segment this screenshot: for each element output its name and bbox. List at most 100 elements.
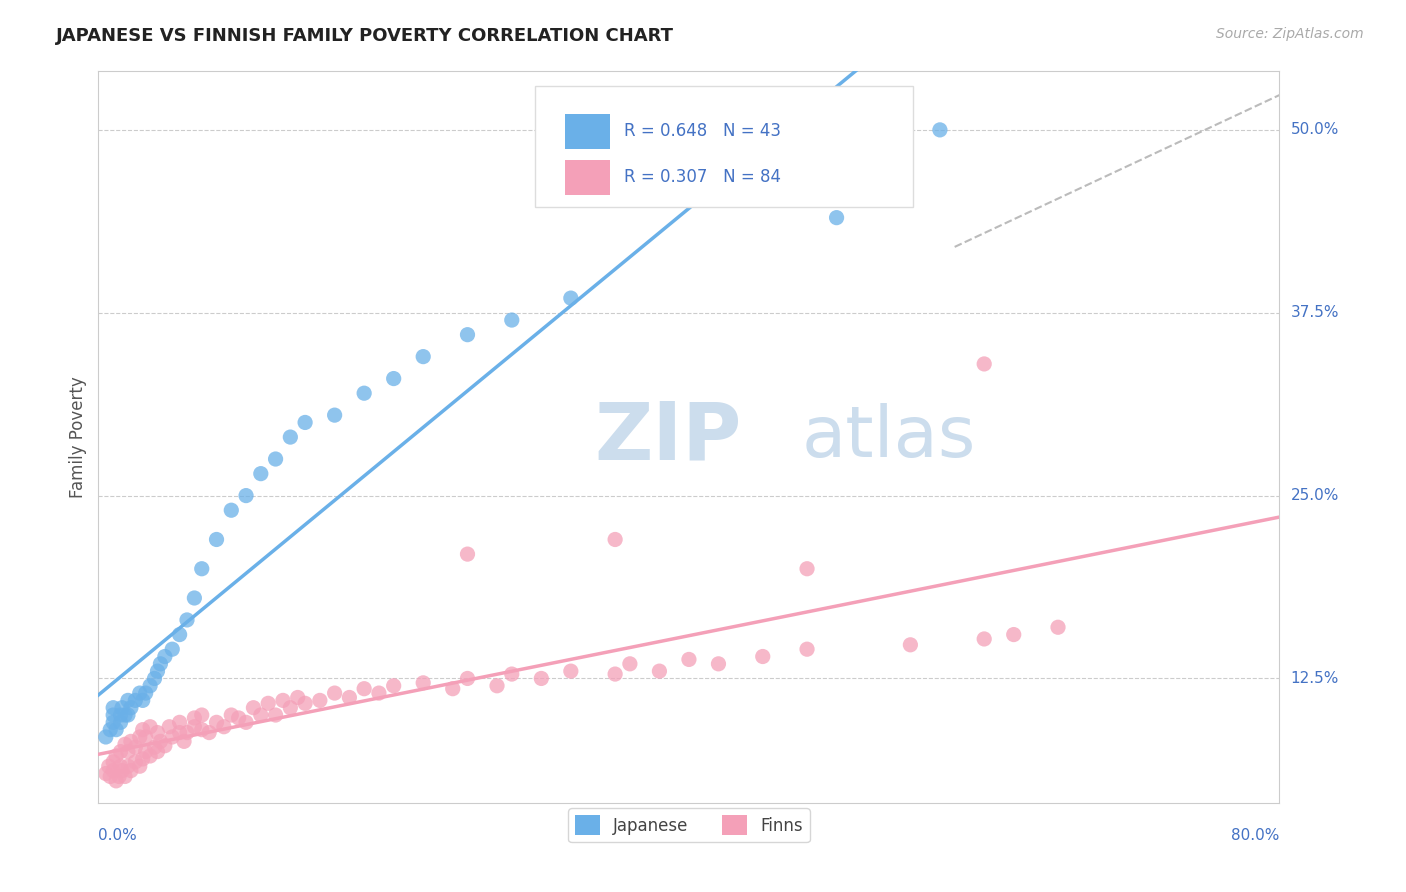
Point [457,672,479,686]
Point [619,657,641,671]
Point [149,734,172,748]
Point [1046,620,1070,634]
Point [139,749,162,764]
Point [486,679,509,693]
Point [124,755,146,769]
Point [235,715,257,730]
Point [501,667,523,681]
Point [146,725,169,739]
Text: ZIP: ZIP [595,398,742,476]
Point [139,679,162,693]
Point [162,730,183,744]
Point [707,657,730,671]
Point [323,408,346,422]
Point [110,745,132,759]
Point [143,740,166,755]
Point [153,739,176,753]
Point [103,715,125,730]
Point [117,759,139,773]
Point [294,416,316,430]
Point [98,723,121,737]
Bar [565,160,610,195]
Point [128,730,150,744]
Text: JAPANESE VS FINNISH FAMILY POVERTY CORRELATION CHART: JAPANESE VS FINNISH FAMILY POVERTY CORRE… [56,27,675,45]
Point [257,696,280,710]
Text: atlas: atlas [801,402,976,472]
Point [103,708,125,723]
Point [929,123,952,137]
Point [117,693,139,707]
Point [191,562,214,576]
Point [382,679,405,693]
Point [120,734,142,748]
Point [143,672,166,686]
Point [973,632,995,646]
Point [605,533,627,547]
Point [105,749,128,764]
Point [146,664,169,678]
Point [132,723,155,737]
Point [169,725,191,739]
Point [323,686,346,700]
Point [339,690,361,705]
Point [110,708,132,723]
Point [94,730,117,744]
Point [139,720,162,734]
Point [280,430,302,444]
Point [368,686,391,700]
Point [176,613,198,627]
Point [128,759,150,773]
Point [183,711,205,725]
Legend: Japanese, Finns: Japanese, Finns [568,808,810,842]
Point [173,734,195,748]
Text: 37.5%: 37.5% [1291,305,1339,320]
Point [124,740,146,755]
Point [183,720,205,734]
Point [382,371,405,385]
Point [135,745,157,759]
Point [825,211,848,225]
Point [117,745,139,759]
Point [353,681,375,696]
Point [264,452,287,467]
Point [146,745,169,759]
Point [114,708,136,723]
Point [235,489,257,503]
Point [114,769,136,783]
Point [149,657,172,671]
Point [221,503,243,517]
Point [264,708,287,723]
Point [973,357,995,371]
Point [530,672,553,686]
Point [111,764,134,778]
Point [110,715,132,730]
Text: R = 0.648   N = 43: R = 0.648 N = 43 [624,122,780,140]
Point [900,638,922,652]
Point [271,693,294,707]
Point [205,533,228,547]
Point [191,708,214,723]
Point [117,708,139,723]
Point [752,649,775,664]
Point [796,562,818,576]
Point [678,652,700,666]
Point [457,327,479,342]
Point [412,350,434,364]
Point [132,693,155,707]
Bar [565,114,610,149]
Point [169,715,191,730]
Text: 80.0%: 80.0% [1232,829,1279,844]
Point [287,690,309,705]
Text: 50.0%: 50.0% [1291,122,1339,137]
Point [105,773,128,788]
Point [221,708,243,723]
Point [103,755,125,769]
Point [648,664,671,678]
Point [114,737,136,751]
Point [205,715,228,730]
Point [124,693,146,707]
Point [132,752,155,766]
Point [120,700,142,714]
Point [97,759,120,773]
Point [176,725,198,739]
